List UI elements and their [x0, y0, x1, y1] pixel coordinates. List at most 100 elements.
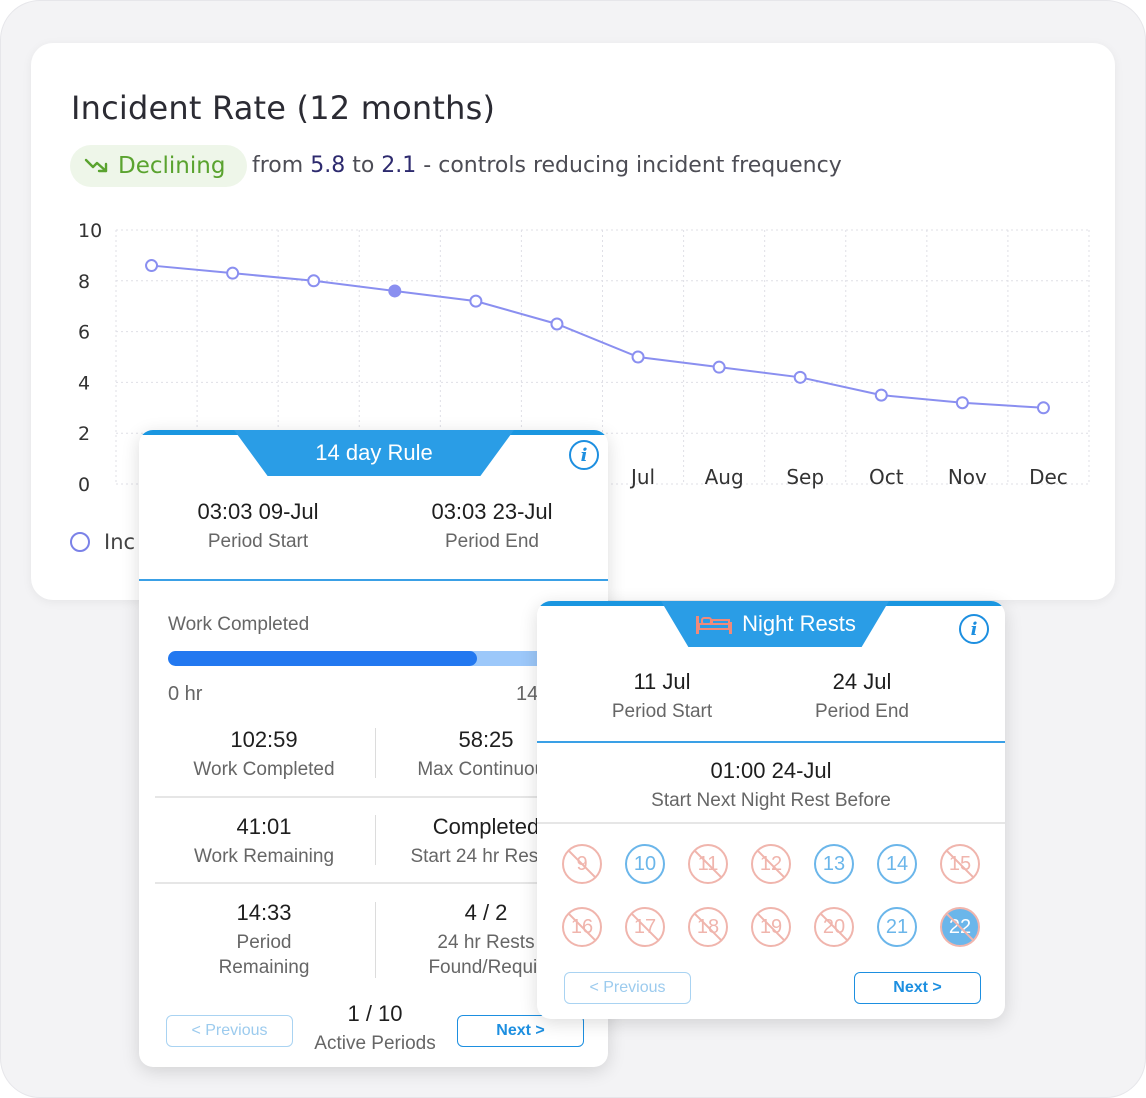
fourteen-day-rule-widget: 14 day Rule i 03:03 09-Jul Period Start … — [139, 430, 608, 1067]
stat-work-completed-value: 102:59 — [230, 727, 298, 752]
chart-title: Incident Rate (12 months) — [71, 89, 496, 127]
data-point — [550, 317, 564, 331]
y-tick-label: 8 — [78, 271, 90, 293]
stat-period-remaining-value: 14:33 — [236, 900, 292, 925]
work-progress-fill — [168, 651, 477, 666]
series-line — [151, 264, 1044, 409]
x-tick-label: Aug — [705, 465, 744, 489]
row-divider — [537, 822, 1005, 824]
night-rest-day[interactable]: 16 — [562, 907, 602, 947]
trend-badge: Declining — [70, 145, 248, 187]
x-tick-label: Sep — [786, 465, 824, 489]
stat-rest-status-value: Completed — [432, 814, 540, 839]
y-tick-label: 10 — [78, 220, 102, 242]
data-point — [874, 388, 888, 402]
data-point — [388, 284, 402, 298]
x-tick-label: Oct — [869, 465, 904, 489]
work-completed-title: Work Completed — [168, 614, 310, 635]
night-rests-widget: Night Rests i 11 Jul Period Start 24 Jul… — [537, 601, 1005, 1019]
period-end-value: 24 Jul — [832, 669, 892, 694]
night-rest-day[interactable]: 12 — [751, 844, 791, 884]
period-end-label: Period End — [444, 531, 539, 552]
work-progress-bar — [168, 651, 588, 666]
stat-divider — [375, 902, 376, 978]
progress-min-label: 0 hr — [168, 683, 203, 705]
section-divider — [537, 741, 1005, 743]
stat-max-continuous-label: Max Continuous — [417, 759, 555, 780]
night-rest-day[interactable]: 14 — [877, 844, 917, 884]
night-rests-tab: Night Rests — [661, 601, 889, 647]
data-point — [1036, 401, 1050, 415]
data-point — [145, 259, 159, 273]
period-start-value: 03:03 09-Jul — [197, 499, 319, 524]
data-point — [226, 266, 240, 280]
data-point — [631, 350, 645, 364]
night-rest-day[interactable]: 19 — [751, 907, 791, 947]
progress-max-label: 14 — [516, 683, 539, 705]
data-point — [955, 396, 969, 410]
section-divider — [139, 579, 608, 581]
night-rest-day[interactable]: 18 — [688, 907, 728, 947]
period-end-value: 03:03 23-Jul — [431, 499, 553, 524]
period-start-value: 11 Jul — [633, 669, 691, 694]
trend-description: from 5.8 to 2.1 - controls reducing inci… — [252, 153, 842, 178]
trend-down-icon — [84, 158, 108, 173]
rule-tab-title: 14 day Rule — [315, 440, 433, 465]
next-night-rest-label: Start Next Night Rest Before — [651, 790, 891, 811]
trend-from-value: 5.8 — [310, 153, 346, 178]
y-tick-label: 4 — [78, 372, 90, 394]
stat-rest-status-label: Start 24 hr Rest E — [410, 846, 562, 867]
stat-work-completed-label: Work Completed — [193, 759, 335, 780]
night-rest-day[interactable]: 10 — [625, 844, 665, 884]
trend-to-value: 2.1 — [381, 153, 417, 178]
next-night-rest-value: 01:00 24-Jul — [710, 758, 832, 783]
stat-period-remaining-label: Period Remaining — [218, 932, 310, 978]
next-button[interactable]: Next > — [457, 1015, 584, 1047]
trend-connector: to — [352, 153, 375, 178]
stat-work-remaining-value: 41:01 — [236, 814, 292, 839]
legend-marker — [70, 532, 90, 552]
night-rest-day[interactable]: 9 — [562, 844, 602, 884]
night-rest-day[interactable]: 21 — [877, 907, 917, 947]
stat-rests-found-value: 4 / 2 — [464, 900, 508, 925]
trend-prefix: from — [252, 153, 304, 178]
row-divider — [155, 796, 595, 798]
data-point — [712, 360, 726, 374]
info-icon[interactable]: i — [569, 440, 599, 470]
x-tick-label: Dec — [1029, 465, 1068, 489]
active-periods-caption: Active Periods — [314, 1033, 436, 1054]
period-start-label: Period Start — [611, 701, 713, 722]
data-point — [469, 294, 483, 308]
night-rest-day[interactable]: 13 — [814, 844, 854, 884]
x-tick-label: Nov — [948, 465, 987, 489]
period-count: 1 / 10 — [347, 1001, 403, 1026]
night-rest-day[interactable]: 22 — [940, 907, 980, 947]
night-rest-day[interactable]: 20 — [814, 907, 854, 947]
previous-button[interactable]: < Previous — [564, 972, 691, 1004]
stat-divider — [375, 728, 376, 778]
night-rest-day[interactable]: 17 — [625, 907, 665, 947]
data-point — [793, 370, 807, 384]
night-rests-tab-title: Night Rests — [742, 611, 856, 636]
period-end-label: Period End — [814, 701, 909, 722]
x-tick-label: Jul — [629, 465, 655, 489]
bed-icon — [696, 616, 733, 634]
trend-note: - controls reducing incident frequency — [423, 153, 842, 178]
stat-divider — [375, 815, 376, 865]
night-rest-day[interactable]: 15 — [940, 844, 980, 884]
chart-legend[interactable]: Inc — [70, 530, 135, 554]
row-divider — [155, 882, 595, 884]
y-tick-label: 6 — [78, 322, 90, 344]
legend-label: Inc — [104, 530, 136, 554]
y-tick-label: 2 — [78, 423, 90, 445]
previous-button[interactable]: < Previous — [166, 1015, 293, 1047]
rule-tab: 14 day Rule — [234, 430, 514, 476]
stat-rests-found-label: 24 hr Rests Found/Requir — [428, 932, 544, 978]
data-point — [307, 274, 321, 288]
trend-label: Declining — [118, 153, 226, 179]
next-button[interactable]: Next > — [854, 972, 981, 1004]
info-icon[interactable]: i — [959, 614, 989, 644]
period-start-label: Period Start — [207, 531, 309, 552]
y-tick-label: 0 — [78, 474, 90, 496]
night-rest-day[interactable]: 11 — [688, 844, 728, 884]
